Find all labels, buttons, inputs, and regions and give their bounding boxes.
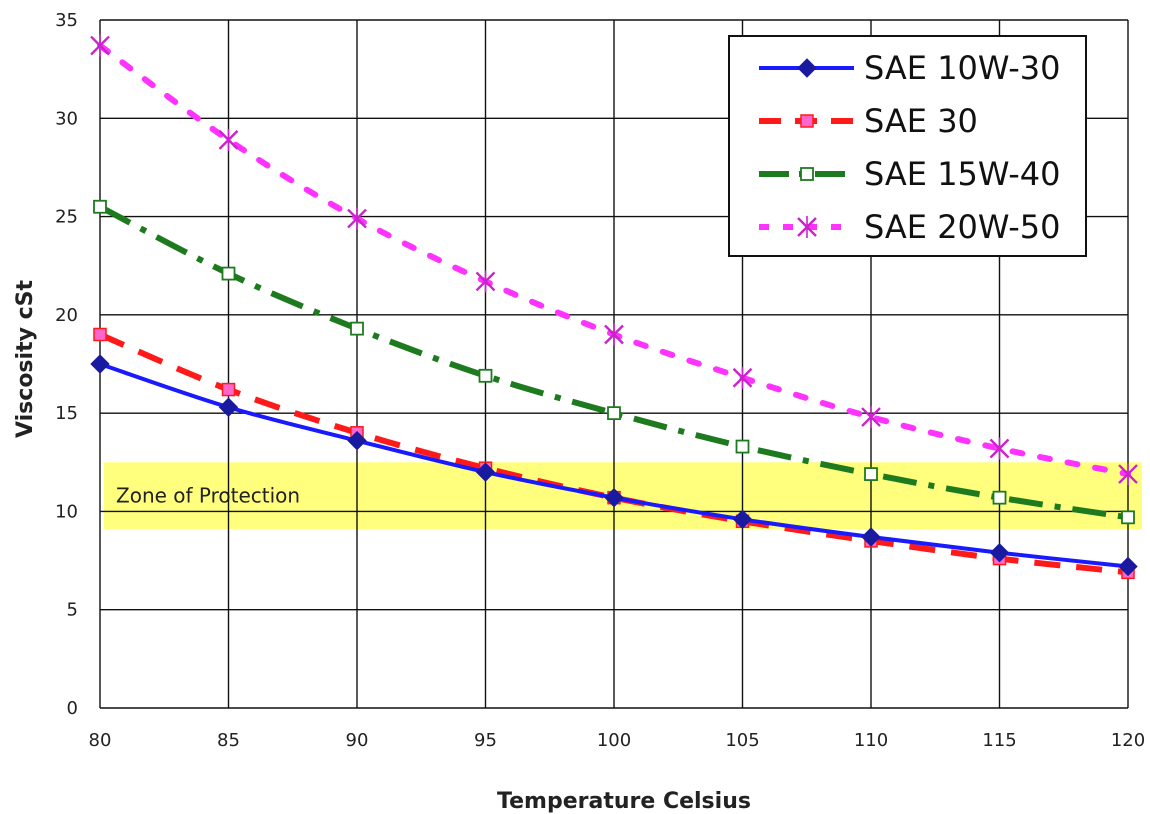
zone-label: Zone of Protection [116,484,300,508]
data-point-x [347,207,367,230]
x-tick-label: 90 [346,730,369,751]
series-line [98,204,1129,521]
y-tick-label: 15 [55,403,78,424]
data-point-hollow-square [992,490,1007,505]
data-point-diamond [797,58,817,78]
x-tick-label: 105 [725,730,759,751]
y-tick-label: 25 [55,207,78,228]
series-layer [90,34,1138,580]
data-point-x [989,437,1010,460]
series-sae-15w-40 [93,199,1135,525]
data-point-hollow-square [1121,510,1135,525]
data-point-x [218,128,239,151]
data-point-square [221,382,236,397]
data-point-x [1118,463,1138,486]
legend-label: SAE 30 [864,102,978,140]
x-tick-label: 95 [474,730,497,751]
series-sae-20w-50 [90,34,1138,486]
legend-label: SAE 10W-30 [864,49,1061,87]
data-point-diamond [218,397,239,417]
data-point-x [604,323,624,346]
data-point-diamond [475,462,496,482]
legend-label: SAE 20W-50 [864,208,1061,246]
data-point-hollow-square [350,321,364,336]
data-point-diamond [1118,556,1138,577]
x-tick-label: 110 [854,730,888,751]
legend-entry: SAE 30 [759,102,978,140]
y-tick-label: 10 [55,501,78,522]
axis-layer: 80 85 90 95 100 105 110 115 120 0 5 10 15 20 25 30 35 [55,10,1145,751]
data-point-square [93,327,107,342]
legend-box [728,35,1087,257]
zone-band [104,462,1142,530]
data-point-diamond [989,543,1010,563]
data-point-hollow-square [93,199,107,214]
x-tick-label: 80 [89,730,112,751]
y-tick-label: 5 [67,600,78,621]
data-point-x [797,216,817,238]
legend-entry: SAE 15W-40 [759,155,1061,193]
legend-entry: SAE 10W-30 [759,49,1061,87]
data-point-hollow-square [607,406,621,421]
data-point-x [90,34,110,57]
x-axis-title: Temperature Celsius [497,789,751,814]
data-point-diamond [861,527,881,547]
x-tick-label: 120 [1111,730,1145,751]
data-point-hollow-square [864,467,878,481]
legend: SAE 10W-30 SAE 30 SAE 15W-40 SAE 20W-50 [728,35,1087,257]
legend-entry: SAE 20W-50 [759,208,1061,246]
data-point-hollow-square [800,167,814,181]
data-point-square [800,114,814,128]
x-tick-label: 115 [982,730,1016,751]
y-tick-label: 35 [55,10,78,31]
data-point-hollow-square [221,266,236,281]
data-point-diamond [604,487,624,508]
data-point-hollow-square [735,439,750,454]
y-axis-title: Viscosity cSt [13,280,38,438]
x-tick-label: 85 [217,730,240,751]
series-line [98,331,1129,576]
y-tick-label: 0 [67,698,78,719]
data-point-x [732,366,753,389]
zone-band-layer: Zone of Protection [104,462,1142,530]
y-tick-label: 20 [55,305,78,326]
series-sae-10w-30 [90,354,1138,577]
x-tick-label: 100 [597,730,631,751]
data-point-hollow-square [478,368,493,383]
y-tick-label: 30 [55,108,78,129]
data-point-diamond [732,509,753,529]
data-point-diamond [90,354,110,374]
legend-label: SAE 15W-40 [864,155,1061,193]
data-point-x [861,406,881,429]
data-point-x [475,270,496,293]
data-point-diamond [347,430,367,451]
